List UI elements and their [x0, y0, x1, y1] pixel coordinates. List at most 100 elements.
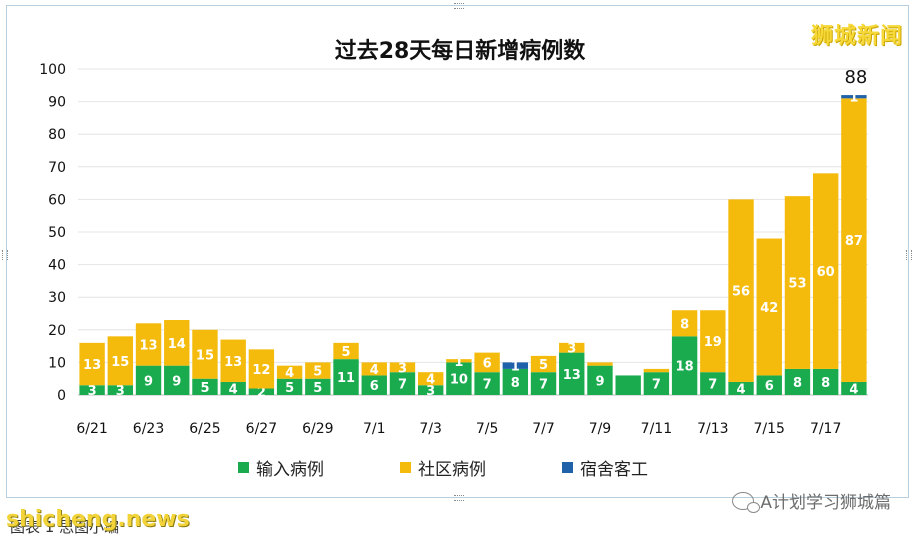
- bar-1: [671, 310, 698, 337]
- legend-label: 输入病例: [256, 460, 324, 480]
- x-tick-label: 6/21: [76, 421, 107, 437]
- data-label: 9: [595, 374, 604, 389]
- x-tick-label: 7/13: [697, 421, 728, 437]
- data-label: 6: [765, 379, 774, 394]
- data-label: 4: [285, 366, 294, 381]
- data-label: 6: [483, 356, 492, 371]
- bar-1: [164, 320, 190, 366]
- bar-0: [417, 385, 444, 395]
- y-tick-label: 50: [48, 225, 66, 241]
- bar-0: [587, 365, 613, 395]
- source-logo: shicheng.news: [6, 507, 190, 532]
- bar-1: [220, 339, 246, 382]
- bar-1: [389, 362, 416, 373]
- x-tick-label: 6/29: [302, 421, 333, 437]
- data-label: 15: [111, 355, 129, 370]
- resize-handle-left[interactable]: [2, 250, 8, 260]
- legend-label: 社区病例: [418, 460, 486, 480]
- y-tick-label: 20: [48, 323, 66, 339]
- bar-0: [361, 375, 387, 395]
- data-label: 4: [426, 373, 435, 388]
- data-label: 60: [817, 265, 835, 280]
- resize-handle-right[interactable]: [906, 250, 912, 260]
- y-tick-label: 0: [57, 388, 66, 404]
- bar-1: [333, 342, 359, 360]
- legend-swatch: [562, 462, 573, 473]
- bar-0: [784, 368, 811, 395]
- bar-1: [446, 359, 472, 363]
- bar-0: [643, 372, 670, 395]
- y-tick-label: 80: [48, 127, 66, 143]
- bar-0: [502, 368, 529, 395]
- bar-2: [502, 362, 529, 369]
- data-label: 56: [732, 285, 750, 300]
- bar-0: [756, 375, 782, 395]
- data-label: 7: [708, 378, 717, 393]
- bar-0: [474, 372, 500, 395]
- bar-0: [220, 381, 246, 395]
- data-label: 14: [168, 337, 186, 352]
- bar-1: [756, 238, 782, 376]
- x-tick-label: 7/17: [810, 421, 841, 437]
- bar-0: [276, 378, 303, 395]
- bar-1: [79, 342, 105, 386]
- bar-0: [728, 381, 754, 395]
- bar-0: [530, 372, 557, 395]
- bar-2: [841, 95, 867, 99]
- data-label: 42: [760, 301, 778, 316]
- bar-1: [305, 362, 331, 379]
- data-label: 3: [567, 342, 576, 357]
- data-label: 4: [370, 363, 379, 378]
- bar-0: [700, 372, 726, 395]
- x-axis: 6/21 6/23 6/25 6/27 6/29 7/1 7/3 7/5 7/7 7/9 7/11 7…: [76, 421, 841, 437]
- data-label: 7: [652, 378, 661, 393]
- x-tick-label: 6/25: [189, 421, 220, 437]
- data-label: 1: [511, 360, 520, 375]
- bar-0: [79, 385, 105, 395]
- resize-handle-top[interactable]: [454, 3, 464, 9]
- resize-handle-bottom[interactable]: [454, 495, 464, 501]
- data-label: 6: [370, 379, 379, 394]
- x-tick-label: 7/9: [589, 421, 612, 437]
- bar-1: [728, 199, 754, 382]
- data-label: 13: [139, 338, 157, 353]
- data-label: 3: [426, 384, 435, 399]
- x-tick-label: 7/15: [754, 421, 785, 437]
- data-label: 8: [680, 317, 689, 332]
- bar-0: [812, 368, 839, 395]
- x-tick-label: 7/7: [532, 421, 555, 437]
- data-label: 4: [849, 382, 858, 397]
- bar-0: [615, 375, 641, 395]
- bar-1: [784, 196, 811, 369]
- data-label: 5: [285, 381, 294, 396]
- data-label: 7: [398, 378, 407, 393]
- legend-label: 宿舍客工: [580, 460, 648, 480]
- wechat-account[interactable]: A计划学习狮城篇: [732, 488, 891, 513]
- data-label: 5: [539, 358, 548, 373]
- y-tick-label: 100: [39, 62, 66, 78]
- bar-1: [192, 329, 218, 379]
- watermark-logo: 狮城新闻: [810, 24, 903, 49]
- data-label: 5: [200, 381, 209, 396]
- bar-0: [305, 378, 331, 395]
- bar-1: [276, 365, 303, 379]
- chart-caption: 图表 1 思图小编: [10, 518, 120, 536]
- data-label: 2: [257, 386, 266, 401]
- x-tick-label: 7/1: [363, 421, 386, 437]
- data-label: 8: [821, 376, 830, 391]
- data-label: 13: [224, 355, 242, 370]
- x-tick-label: 7/11: [641, 421, 672, 437]
- data-label: 8: [793, 376, 802, 391]
- y-tick-label: 40: [48, 258, 66, 274]
- legend: 输入病例 社区病例 宿舍客工: [238, 460, 648, 480]
- bar-1: [587, 362, 613, 366]
- y-tick-label: 70: [48, 160, 66, 176]
- data-label: 3: [88, 384, 97, 399]
- bar-0: [164, 365, 190, 395]
- bar-0: [446, 362, 472, 395]
- y-tick-label: 30: [48, 290, 66, 306]
- data-label: 15: [196, 348, 214, 363]
- wechat-icon: [732, 491, 761, 513]
- bar-0: [333, 359, 359, 395]
- bar-0: [107, 385, 134, 395]
